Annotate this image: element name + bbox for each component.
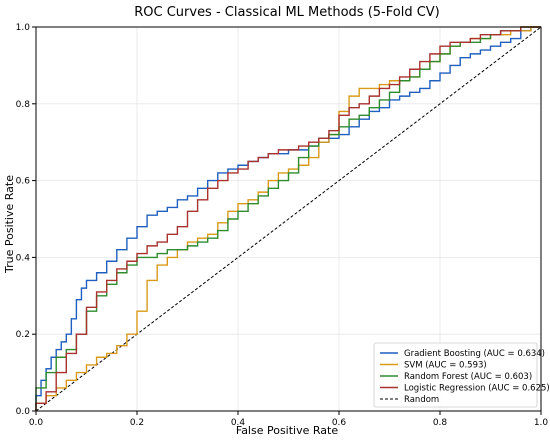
x-tick-label: 0.4 [231, 418, 246, 428]
plot-frame [35, 26, 542, 412]
series-line-3 [35, 26, 541, 411]
y-axis-title: True Positive Rate [3, 175, 16, 274]
y-tick-label: 0.0 [16, 407, 31, 417]
legend-entry: SVM (AUC = 0.593) [404, 361, 487, 371]
x-tick-label: 0.6 [332, 418, 347, 428]
x-tick-label: 0.2 [130, 418, 144, 428]
y-tick-label: 0.6 [16, 177, 31, 187]
series-line-2 [35, 26, 541, 411]
legend-entry: Random [404, 395, 439, 405]
legend-entry: Gradient Boosting (AUC = 0.634) [404, 349, 545, 359]
legend-box [373, 342, 538, 408]
legend-entry: Random Forest (AUC = 0.603) [404, 372, 532, 382]
series-layer [35, 26, 541, 411]
x-tick-label: 0.8 [433, 418, 448, 428]
series-line-random [35, 26, 542, 412]
y-tick-label: 0.8 [16, 100, 31, 110]
tick-layer: 0.0 0.2 0.4 0.6 0.8 1.0 0.0 0.2 0.4 0.6 0.8 1.0 [16, 23, 549, 428]
y-tick-label: 1.0 [16, 23, 31, 33]
reference-layer [35, 26, 542, 412]
x-tick-label: 1.0 [534, 418, 549, 428]
x-axis-title: False Positive Rate [236, 424, 338, 437]
x-tick-label: 0.0 [29, 418, 44, 428]
y-tick-label: 0.4 [16, 253, 31, 263]
chart-title: ROC Curves - Classical ML Methods (5-Fol… [134, 5, 440, 20]
y-tick-label: 0.2 [16, 330, 30, 340]
legend: Gradient Boosting (AUC = 0.634) SVM (AUC … [373, 342, 550, 408]
legend-entry: Logistic Regression (AUC = 0.625) [404, 384, 550, 394]
